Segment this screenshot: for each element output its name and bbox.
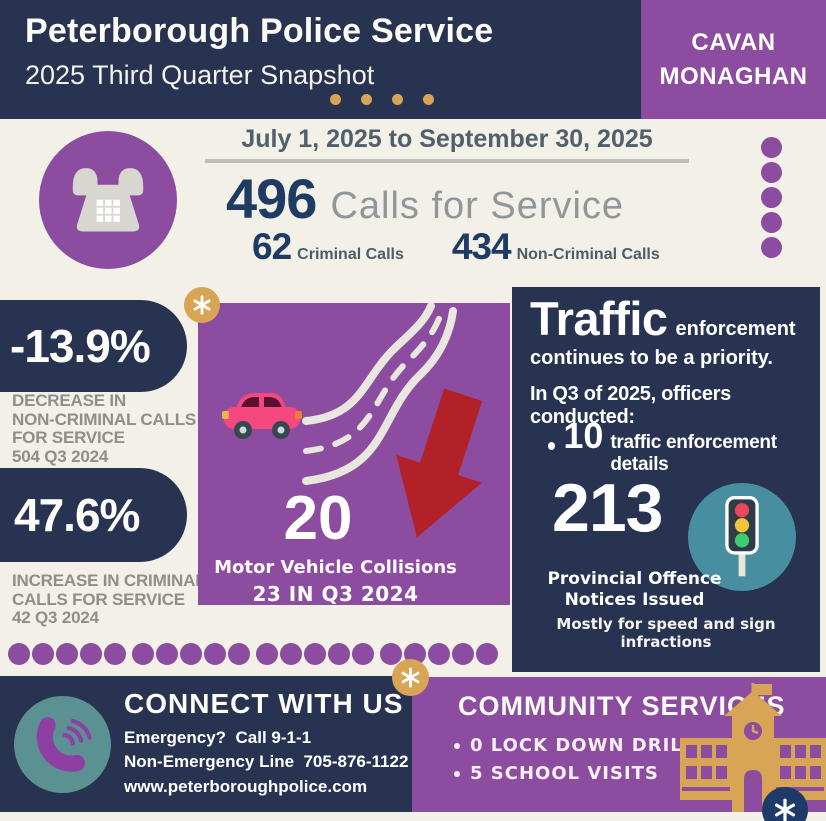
purple-dot [761, 212, 782, 233]
gold-dot [423, 94, 434, 105]
calls-total-value: 496 [226, 167, 317, 230]
bullet-dot [454, 770, 460, 777]
school-visits-item: 5 SCHOOL VISITS [470, 763, 659, 784]
bullet-dot [548, 441, 556, 450]
asterisk-icon [762, 787, 808, 821]
community-items: 0 LOCK DOWN DRILLS 5 SCHOOL VISITS [454, 735, 709, 784]
purple-dot [761, 162, 782, 183]
list-item: 0 LOCK DOWN DRILLS [454, 735, 709, 756]
non-emergency-line: Non-Emergency Line 705-876-1122 x225 [124, 752, 451, 772]
collisions-count: 20 [283, 484, 353, 553]
desc-line: DECREASE IN [12, 391, 126, 410]
connect-title: CONNECT WITH US [124, 688, 404, 719]
collisions-label: Motor Vehicle Collisions [214, 557, 457, 578]
calls-total-label: Calls for Service [330, 185, 625, 227]
calls-breakdown: 62 Criminal Calls 434 Non-Criminal Calls [252, 226, 660, 268]
notices-note: Mostly for speed and sign infractions [556, 615, 776, 651]
non-criminal-calls-value: 434 [451, 226, 512, 267]
non-criminal-change-desc: DECREASE IN NON-CRIMINAL CALLS FOR SERVI… [12, 391, 212, 466]
emergency-line: Emergency? Call 9-1-1 [124, 728, 312, 747]
non-criminal-change-value: -13.9% [10, 320, 151, 372]
traffic-panel: Traffic enforcement continues to be a pri… [512, 287, 820, 672]
traffic-light-icon [688, 483, 796, 591]
desc-line: INCREASE IN CRIMINAL [12, 571, 206, 590]
bullet-dot [454, 742, 460, 749]
car-icon [222, 393, 302, 439]
asterisk-icon [184, 287, 220, 323]
telephone-badge [39, 131, 177, 269]
notices-label-line2: Notices Issued [564, 590, 705, 611]
notices-label-line1: Provincial Offence [547, 569, 722, 589]
road-icon [302, 303, 457, 485]
phone-handset-icon [28, 707, 98, 782]
contact-info: Emergency? Call 9-1-1 Non-Emergency Line… [124, 726, 451, 799]
purple-dot [761, 237, 782, 258]
community-panel: COMMUNITY SERVICES 0 LOCK DOWN DRILLS 5 … [412, 677, 826, 812]
header-banner: Peterborough Police Service 2025 Third Q… [0, 0, 641, 119]
phone-handset-badge [14, 696, 111, 793]
enforcement-details-label: traffic enforcement details [610, 432, 777, 475]
notices-label: Provincial Offence Notices Issued [522, 569, 747, 612]
website-url: www.peterboroughpolice.com [124, 776, 368, 796]
connect-panel: CONNECT WITH US Emergency? Call 9-1-1 No… [0, 676, 451, 812]
criminal-change-value: 47.6% [14, 489, 140, 541]
traffic-title: Traffic [530, 292, 668, 345]
list-item: 5 SCHOOL VISITS [454, 763, 709, 784]
divider [205, 159, 689, 163]
notices-count: 213 [552, 470, 663, 546]
desc-line: NON-CRIMINAL CALLS [12, 409, 197, 429]
traffic-subtitle: continues to be a priority. [530, 347, 773, 369]
traffic-heading: Traffic enforcement [530, 295, 796, 342]
gold-dot [392, 94, 403, 105]
criminal-calls-value: 62 [252, 226, 292, 267]
non-criminal-calls-label: Non-Criminal Calls [516, 246, 660, 263]
asterisk-icon [392, 659, 429, 696]
calls-for-service-total: 496 Calls for Service [226, 166, 624, 231]
purple-dot [761, 187, 782, 208]
region-badge: CAVAN MONAGHAN [641, 0, 826, 119]
criminal-calls-label: Criminal Calls [297, 246, 404, 263]
collisions-comparison: 23 IN Q3 2024 [252, 582, 419, 606]
criminal-change-stat: 47.6% [0, 468, 187, 562]
region-name: CAVAN MONAGHAN [659, 28, 808, 90]
traffic-bullet: 10 traffic enforcement details [548, 415, 820, 476]
date-range: July 1, 2025 to September 30, 2025 [241, 125, 653, 153]
gold-dot [330, 94, 341, 105]
telephone-icon [64, 158, 152, 243]
desc-line: 504 Q3 2024 [12, 446, 109, 466]
page-subtitle: 2025 Third Quarter Snapshot [25, 60, 375, 90]
purple-dot [761, 137, 782, 158]
traffic-intro: In Q3 of 2025, officers conducted: [530, 383, 731, 428]
down-arrow-icon [396, 388, 483, 538]
collisions-panel: 20 Motor Vehicle Collisions 23 IN Q3 202… [184, 287, 510, 606]
non-criminal-change-stat: -13.9% [0, 300, 187, 392]
traffic-title-suffix: enforcement [675, 318, 796, 340]
header-decor-dots [330, 94, 434, 105]
desc-line: CALLS FOR SERVICE [12, 589, 185, 609]
gold-dot [361, 94, 372, 105]
desc-line: 42 Q3 2024 [12, 608, 99, 628]
lockdown-drills-item: 0 LOCK DOWN DRILLS [470, 735, 710, 756]
desc-line: FOR SERVICE [12, 428, 125, 448]
side-decor-dots [761, 137, 782, 258]
school-icon [680, 683, 826, 812]
enforcement-details-count: 10 [563, 415, 604, 456]
page-title: Peterborough Police Service [25, 12, 494, 50]
footer-decor-dots [8, 643, 498, 665]
criminal-change-desc: INCREASE IN CRIMINAL CALLS FOR SERVICE 4… [12, 571, 212, 628]
